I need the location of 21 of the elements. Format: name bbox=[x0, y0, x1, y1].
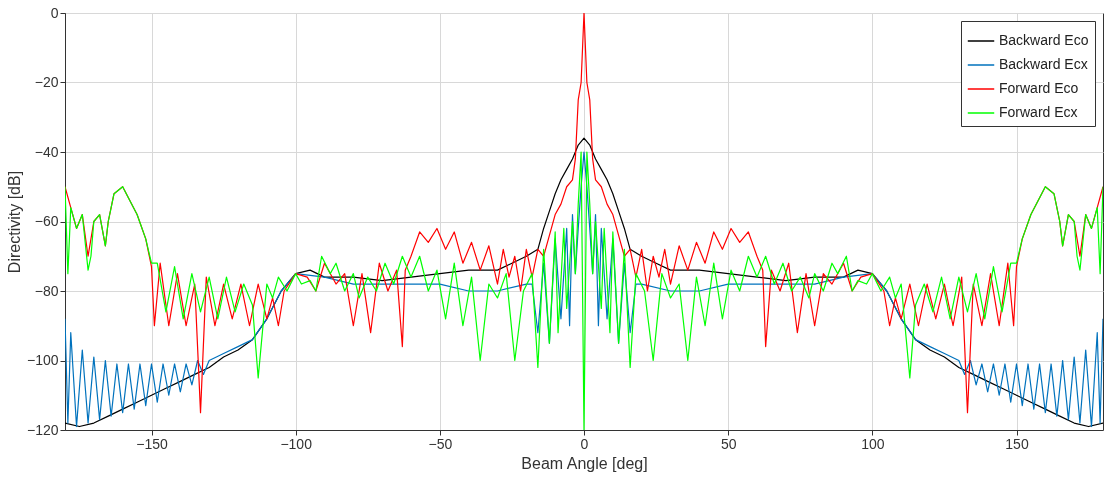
y-tick-label: −60 bbox=[34, 213, 59, 229]
x-tick-label: 100 bbox=[861, 435, 885, 452]
legend-label: Backward Ecx bbox=[999, 56, 1088, 72]
x-tick-label: −100 bbox=[280, 435, 313, 452]
legend-label: Backward Eco bbox=[999, 32, 1089, 48]
y-tick-label: −120 bbox=[26, 421, 59, 438]
y-tick-label: −100 bbox=[26, 352, 59, 368]
y-tick-label: 0 bbox=[50, 4, 59, 21]
x-tick-label: 0 bbox=[580, 435, 589, 452]
x-tick-label: 150 bbox=[1005, 435, 1029, 452]
legend-label: Forward Eco bbox=[999, 80, 1079, 96]
x-tick-label: −150 bbox=[136, 435, 168, 452]
legend-label: Forward Ecx bbox=[999, 104, 1078, 120]
y-tick-label: −20 bbox=[34, 74, 59, 90]
line-series bbox=[65, 13, 1103, 414]
x-tick-label: −50 bbox=[428, 435, 453, 452]
y-tick-label: −80 bbox=[34, 282, 59, 299]
y-axis-title: Directivity [dB] bbox=[5, 170, 23, 274]
y-tick-label: −40 bbox=[34, 143, 59, 160]
x-axis-title: Beam Angle [deg] bbox=[521, 454, 648, 472]
x-tick-label: 50 bbox=[720, 435, 737, 452]
